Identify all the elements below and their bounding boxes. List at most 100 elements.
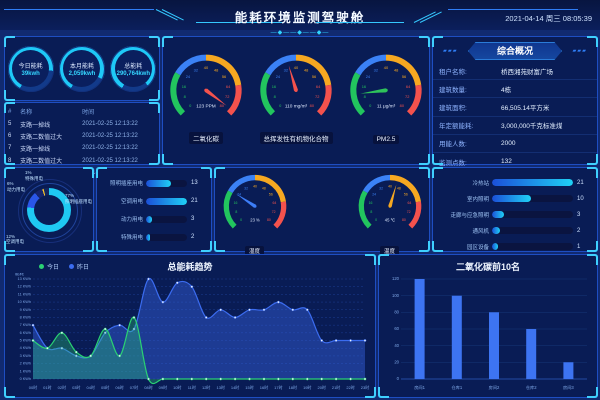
overview-row: 年定额能耗: 3,000,000千克标准煤 xyxy=(433,117,597,135)
svg-text:80: 80 xyxy=(220,103,225,108)
kpi-ring-inner: 本月能耗 2,059kwh xyxy=(63,50,101,87)
kpi-ring: 今日能耗 39kwh xyxy=(7,45,54,92)
svg-text:72: 72 xyxy=(406,210,410,214)
overview-row-value: 4栋 xyxy=(501,86,512,94)
svg-text:56: 56 xyxy=(402,74,407,79)
alarm-type-bars: 照明插座用电 13 空调用电 21 动力用电 3 特殊用电 2 xyxy=(97,168,211,246)
kpi-value: 2,059kwh xyxy=(68,70,96,77)
svg-text:16时: 16时 xyxy=(260,384,268,390)
svg-text:07时: 07时 xyxy=(130,384,138,390)
kpi-label: 总能耗 xyxy=(124,63,143,70)
bar-value: 2 xyxy=(191,234,195,240)
kpi-value: 290,764kwh xyxy=(116,70,150,77)
svg-text:14时: 14时 xyxy=(231,384,239,390)
legend-label: 今日 xyxy=(47,265,60,271)
kpi-ring-inner: 总能耗 290,764kwh xyxy=(114,50,152,87)
bar-track xyxy=(492,179,573,186)
svg-text:48: 48 xyxy=(396,187,400,191)
air-quality-gauges-panel: 0 8 16 24 32 40 48 56 64 72 80 123 PPM 二氧化碳 0 8 16 24 32 4… xyxy=(162,36,430,165)
co2-bar-chart: 0 20 40 60 80 100 120 房间1 仓库1 房间2 仓库2 房间3 xyxy=(381,273,593,398)
overview-row-label: 用能人数: xyxy=(439,141,467,149)
svg-text:04时: 04时 xyxy=(86,384,94,390)
svg-text:9 KWh: 9 KWh xyxy=(20,308,31,312)
co2-bar xyxy=(451,295,462,379)
gauge: 0 8 16 24 32 40 48 56 64 72 80 110 mg/m³ 总挥发性有机物化合物 xyxy=(249,49,343,146)
co2-top10-panel: 二氧化碳前10名 0 20 40 60 80 100 120 房间1 仓库1 房间2 仓库2 房间3 xyxy=(378,254,598,398)
bar-track xyxy=(492,243,573,250)
pie-slice-pct: 1% xyxy=(25,170,32,175)
bar-label: 通风机 xyxy=(472,228,489,235)
svg-text:8: 8 xyxy=(235,210,237,214)
header-decor-line xyxy=(448,9,578,10)
svg-text:0: 0 xyxy=(397,376,400,381)
bar-track xyxy=(146,233,187,241)
table-row: 6 支路二数值过大 2021-02-25 12:13:22 xyxy=(5,130,159,142)
overview-row-label: 监测点数: xyxy=(439,159,467,167)
pie-slice-label: 77% 照明插座用电 xyxy=(65,193,92,204)
overview-bars-panel: 冷热站 21 室内照明 10 走廊与应急照明 3 通风机 2 园区设备 1 xyxy=(432,167,598,252)
svg-text:05时: 05时 xyxy=(101,384,109,390)
overview-row-value: 3,000,000千克标准煤 xyxy=(501,123,563,131)
co2-svg: 0 20 40 60 80 100 120 房间1 仓库1 房间2 仓库2 房间3 xyxy=(392,276,587,391)
svg-text:6 KWh: 6 KWh xyxy=(20,331,31,335)
gauge: 0 8 16 24 32 40 48 56 64 72 80 45 ℃ 温度 xyxy=(350,170,429,258)
svg-text:56: 56 xyxy=(312,74,317,79)
trend-chart-title: 总能耗趋势 xyxy=(167,262,213,272)
svg-text:16: 16 xyxy=(182,84,187,89)
svg-text:16: 16 xyxy=(368,201,372,205)
svg-text:80: 80 xyxy=(394,309,399,314)
alarm-name: 支路一掉线 xyxy=(20,122,51,129)
page-title: 能耗环境监测驾驶舱 xyxy=(234,11,366,25)
legend-item[interactable]: 今日 xyxy=(39,262,59,271)
kpi-ring-arc: 本月能耗 2,059kwh xyxy=(58,45,105,92)
kpi-ring-arc: 今日能耗 39kwh xyxy=(7,45,54,92)
svg-text:48: 48 xyxy=(394,67,399,72)
svg-text:100: 100 xyxy=(392,293,400,298)
svg-text:24: 24 xyxy=(276,74,281,79)
svg-text:13时: 13时 xyxy=(216,384,224,390)
bar-fill xyxy=(146,215,152,223)
svg-text:15时: 15时 xyxy=(245,384,253,390)
bar-row: 照明插座用电 13 xyxy=(97,174,211,192)
svg-text:80: 80 xyxy=(401,218,405,222)
bar-track xyxy=(492,211,573,218)
gauges-bottom-row: 0 8 16 24 32 40 48 56 64 72 80 23 % 湿度 0 8 16 24 32 40 48 56… xyxy=(215,168,429,258)
svg-text:3 KWh: 3 KWh xyxy=(20,354,31,358)
overview-title: 综合概况 xyxy=(468,42,562,60)
svg-text:12 KWh: 12 KWh xyxy=(17,285,31,289)
co2-bar xyxy=(414,279,425,379)
overview-row-label: 建筑数量: xyxy=(439,86,467,94)
bar-track xyxy=(146,179,187,187)
bar-row: 空调用电 21 xyxy=(97,192,211,210)
alarm-name: 支路一掉线 xyxy=(20,146,51,153)
svg-text:23 %: 23 % xyxy=(250,217,260,222)
legend-item[interactable]: 昨日 xyxy=(69,262,89,271)
svg-text:32: 32 xyxy=(284,67,288,72)
energy-mix-pie-panel: 77% 照明插座用电 12% 空调用电 6% 动力用电 1% 特殊用电 xyxy=(4,167,94,252)
pie-slice-label: 12% 空调用电 xyxy=(6,234,24,245)
gauge-label: 湿度 xyxy=(244,246,264,256)
svg-text:11 KWh: 11 KWh xyxy=(18,292,31,296)
header-decor-line xyxy=(316,22,404,23)
alarm-name: 支路二数值过大 xyxy=(20,159,63,166)
svg-text:64: 64 xyxy=(407,201,411,205)
bar-value: 21 xyxy=(191,198,198,204)
svg-text:32: 32 xyxy=(379,187,383,191)
bar-fill xyxy=(492,179,573,186)
bar-value: 3 xyxy=(577,211,581,218)
svg-text:16: 16 xyxy=(362,84,367,89)
svg-text:32: 32 xyxy=(244,187,248,191)
bar-value: 3 xyxy=(191,216,195,222)
gauge-label: 总挥发性有机物化合物 xyxy=(259,132,333,144)
overview-decor: ▰▰▰ xyxy=(572,48,587,54)
gauge-label: 二氧化碳 xyxy=(189,132,223,144)
bar-row: 园区设备 1 xyxy=(433,238,597,254)
svg-text:房间3: 房间3 xyxy=(563,384,574,391)
svg-text:房间1: 房间1 xyxy=(414,384,425,391)
energy-trend-panel: 总能耗趋势 今日 昨日 0 KWh 1 KWh 2 KWh 3 KWh 4 KWh 5 KW… xyxy=(4,254,376,398)
overview-row-label: 年定额能耗: xyxy=(439,123,474,131)
svg-text:0: 0 xyxy=(189,103,192,108)
overview-row-label: 租户名称: xyxy=(439,68,467,76)
bar-fill xyxy=(146,179,172,187)
